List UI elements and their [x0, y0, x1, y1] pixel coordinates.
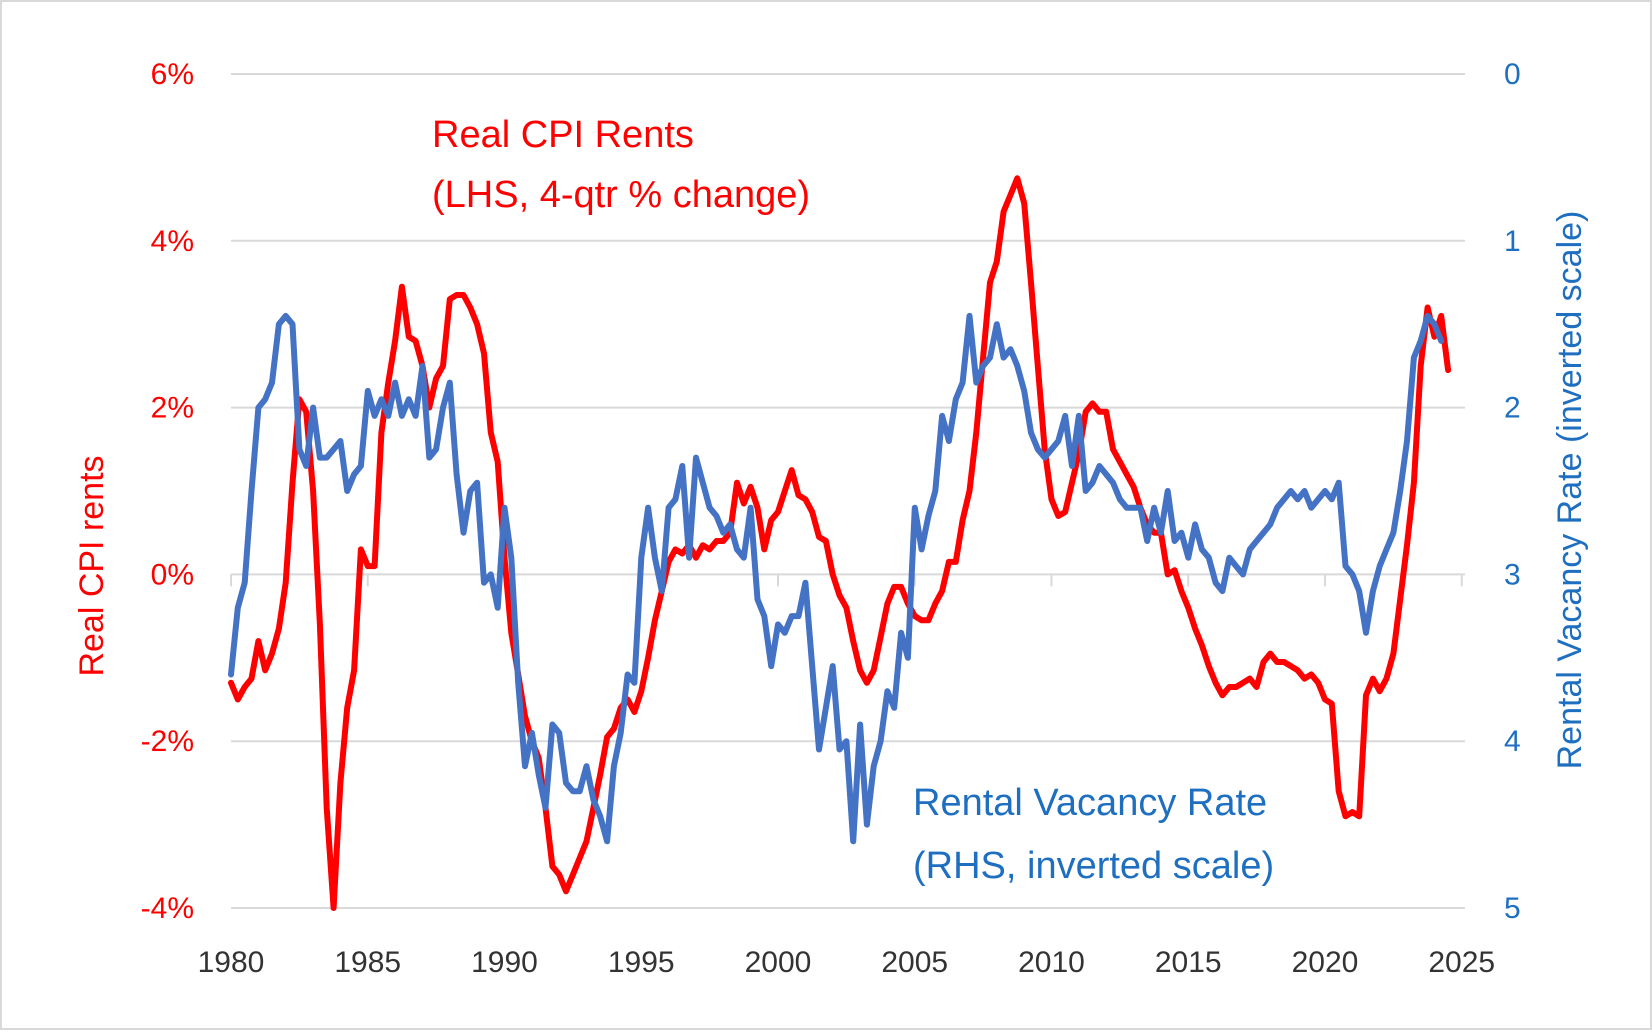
annotation-red-title: Real CPI Rents	[432, 114, 694, 156]
x-tick-label: 2000	[745, 946, 812, 979]
left-tick-label: 6%	[151, 58, 194, 91]
annotation-blue-title: Rental Vacancy Rate	[913, 782, 1267, 824]
rental-vacancy-rate-line	[228, 312, 1445, 845]
x-tick-label: 2025	[1428, 946, 1495, 979]
right-tick-label: 4	[1504, 725, 1521, 758]
x-tick-label: 2005	[881, 946, 948, 979]
left-tick-label: -2%	[141, 725, 194, 758]
right-tick-label: 1	[1504, 225, 1521, 258]
left-axis-title: Real CPI rents	[73, 455, 111, 676]
left-tick-label: 2%	[151, 392, 194, 425]
gridlines	[230, 73, 1465, 909]
x-tick-label: 2015	[1155, 946, 1222, 979]
x-tick-label: 1990	[471, 946, 538, 979]
right-tick-label: 0	[1504, 58, 1521, 91]
left-tick-label: 0%	[151, 558, 194, 591]
annotation-blue-subtitle: (RHS, inverted scale)	[913, 845, 1274, 887]
left-tick-label: 4%	[151, 225, 194, 258]
x-tick-label: 2010	[1018, 946, 1085, 979]
right-tick-label: 2	[1504, 392, 1521, 425]
x-tick-label: 2020	[1292, 946, 1359, 979]
real-cpi-rents-line	[228, 175, 1452, 911]
right-axis-title: Rental Vacancy Rate (inverted scale)	[1551, 211, 1589, 770]
right-tick-label: 5	[1504, 892, 1521, 925]
annotation-red-subtitle: (LHS, 4-qtr % change)	[432, 174, 810, 216]
left-tick-label: -4%	[141, 892, 194, 925]
x-tick-label: 1980	[198, 946, 265, 979]
tick-labels: 6% 4% 2% 0% -2% -4% 0 1 2 3 4 5 1980 1985 1990 1995 2000…	[141, 58, 1521, 979]
x-tick-label: 1985	[334, 946, 401, 979]
x-tick-label: 1995	[608, 946, 675, 979]
right-tick-label: 3	[1504, 558, 1521, 591]
series-lines	[228, 175, 1452, 911]
